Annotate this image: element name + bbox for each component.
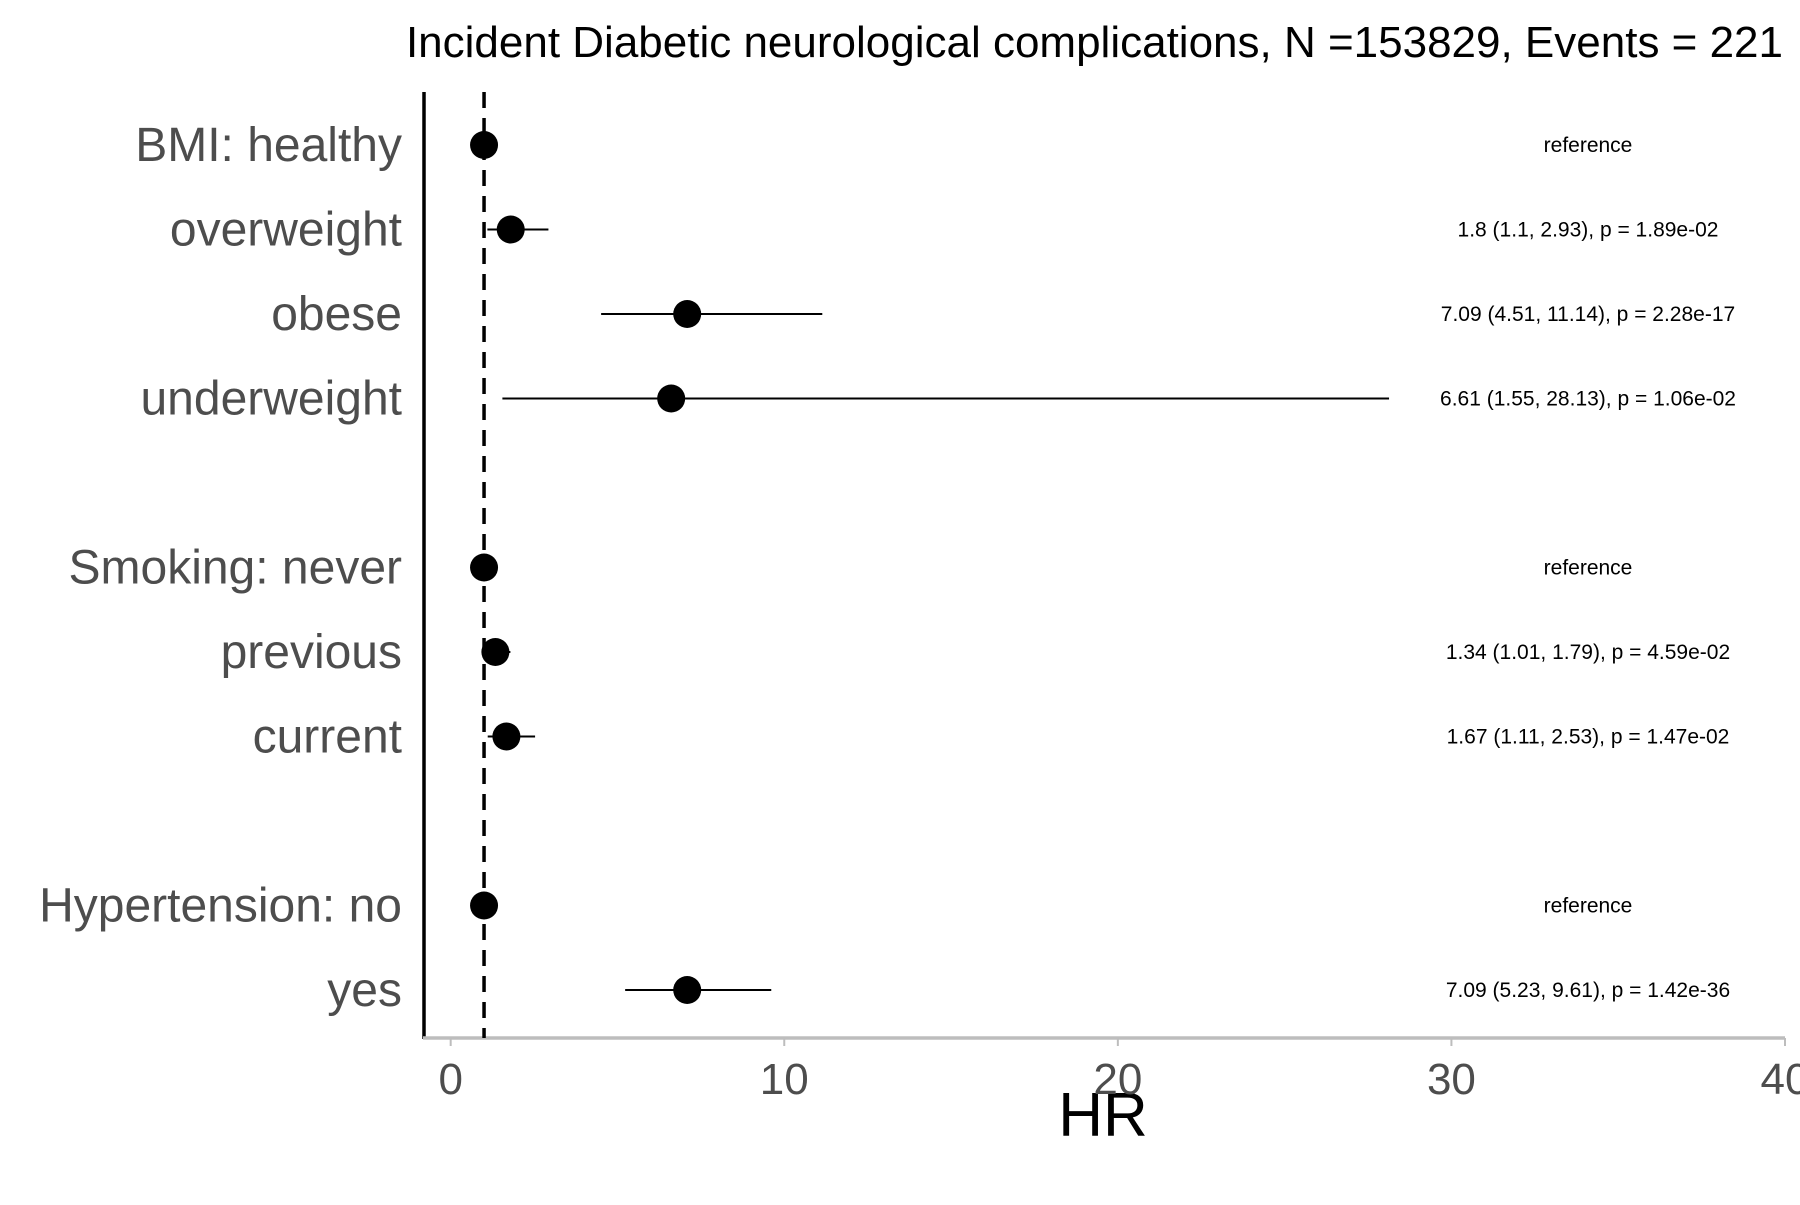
x-tick-label: 30	[1427, 1055, 1476, 1104]
x-axis-title: HR	[1058, 1081, 1148, 1150]
chart-title: Incident Diabetic neurological complicat…	[406, 18, 1783, 67]
hr-point	[657, 384, 686, 413]
row-label: current	[253, 711, 402, 764]
row-label: previous	[221, 626, 402, 679]
hr-point	[496, 215, 525, 244]
x-tick-label: 40	[1761, 1055, 1800, 1104]
plot-layer: 0 10 20 30 40 BMI: healthy reference overweight…	[39, 92, 1800, 1104]
row-annotation: 1.67 (1.11, 2.53), p = 1.47e-02	[1447, 726, 1730, 749]
row-annotation: 7.09 (5.23, 9.61), p = 1.42e-36	[1446, 979, 1730, 1002]
row-label: overweight	[170, 204, 402, 257]
x-tick-label: 10	[760, 1055, 809, 1104]
hr-point	[470, 131, 499, 159]
hr-point	[481, 638, 510, 666]
row-label: yes	[327, 964, 402, 1017]
x-tick-label: 20	[1093, 1055, 1142, 1104]
hr-point	[470, 553, 499, 582]
row-annotation: 6.61 (1.55, 28.13), p = 1.06e-02	[1440, 388, 1736, 411]
row-label: Hypertension: no	[39, 880, 402, 933]
row-label: obese	[271, 288, 402, 341]
hr-point	[673, 300, 702, 328]
hr-point	[492, 722, 521, 751]
x-tick-label: 0	[438, 1055, 462, 1104]
row-annotation: reference	[1544, 134, 1633, 157]
row-annotation: reference	[1544, 557, 1633, 580]
row-annotation: 1.8 (1.1, 2.93), p = 1.89e-02	[1458, 219, 1719, 242]
hr-point	[470, 891, 499, 920]
row-label: BMI: healthy	[135, 119, 402, 172]
row-label: underweight	[140, 373, 402, 426]
row-annotation: reference	[1544, 895, 1633, 918]
row-annotation: 1.34 (1.01, 1.79), p = 4.59e-02	[1446, 641, 1730, 664]
hr-point	[673, 976, 702, 1004]
row-label: Smoking: never	[69, 542, 403, 595]
row-annotation: 7.09 (4.51, 11.14), p = 2.28e-17	[1441, 303, 1735, 326]
